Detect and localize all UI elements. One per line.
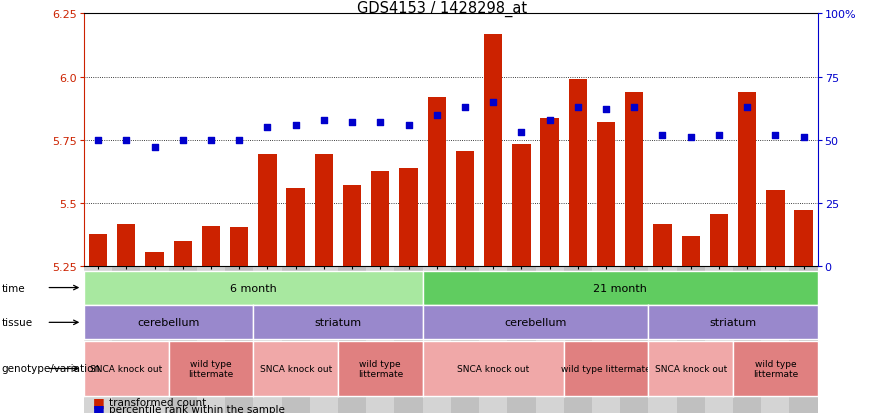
Text: cerebellum: cerebellum bbox=[137, 318, 200, 328]
Point bbox=[514, 130, 529, 136]
Bar bbox=[400, 168, 417, 266]
Point bbox=[373, 119, 387, 126]
Text: time: time bbox=[2, 283, 26, 293]
Bar bbox=[766, 191, 784, 266]
Point bbox=[232, 137, 247, 144]
Text: percentile rank within the sample: percentile rank within the sample bbox=[109, 404, 285, 413]
Point bbox=[176, 137, 190, 144]
Bar bbox=[118, 225, 135, 266]
Text: striatum: striatum bbox=[315, 318, 362, 328]
Bar bbox=[89, 235, 107, 266]
Point bbox=[204, 137, 218, 144]
Bar bbox=[484, 35, 502, 266]
Point bbox=[148, 145, 162, 151]
Text: tissue: tissue bbox=[2, 318, 33, 328]
Point bbox=[430, 112, 444, 119]
Point bbox=[288, 122, 302, 128]
Bar bbox=[682, 236, 700, 266]
Bar bbox=[315, 154, 333, 266]
Bar bbox=[540, 119, 559, 266]
Text: cerebellum: cerebellum bbox=[504, 318, 567, 328]
Point bbox=[91, 137, 105, 144]
Text: transformed count: transformed count bbox=[109, 397, 206, 407]
Point bbox=[655, 132, 669, 139]
Bar bbox=[428, 97, 446, 266]
Bar bbox=[795, 211, 812, 266]
Point bbox=[543, 117, 557, 123]
Text: wild type littermate: wild type littermate bbox=[561, 364, 651, 373]
Point bbox=[119, 137, 133, 144]
Point bbox=[571, 104, 585, 111]
Bar bbox=[258, 154, 277, 266]
Bar bbox=[230, 227, 248, 266]
Bar bbox=[286, 188, 305, 266]
Bar bbox=[597, 123, 615, 266]
Bar bbox=[343, 186, 362, 266]
Point bbox=[401, 122, 415, 128]
Point bbox=[628, 104, 642, 111]
Point bbox=[345, 119, 359, 126]
Text: SNCA knock out: SNCA knock out bbox=[260, 364, 332, 373]
Text: 6 month: 6 month bbox=[230, 283, 277, 293]
Bar bbox=[456, 152, 474, 266]
Bar bbox=[568, 80, 587, 266]
Bar bbox=[710, 215, 728, 266]
Text: wild type
littermate: wild type littermate bbox=[753, 359, 798, 378]
Bar bbox=[512, 144, 530, 266]
Point bbox=[683, 135, 697, 141]
Text: ■: ■ bbox=[93, 395, 104, 408]
Bar bbox=[653, 225, 672, 266]
Text: SNCA knock out: SNCA knock out bbox=[90, 364, 163, 373]
Bar bbox=[202, 226, 220, 266]
Point bbox=[316, 117, 331, 123]
Point bbox=[486, 99, 500, 106]
Text: striatum: striatum bbox=[710, 318, 757, 328]
Text: wild type
littermate: wild type littermate bbox=[358, 359, 403, 378]
Text: ■: ■ bbox=[93, 402, 104, 413]
Bar bbox=[145, 252, 164, 266]
Point bbox=[599, 107, 613, 114]
Point bbox=[458, 104, 472, 111]
Point bbox=[712, 132, 726, 139]
Bar bbox=[738, 93, 757, 266]
Point bbox=[740, 104, 754, 111]
Bar bbox=[371, 172, 390, 266]
Point bbox=[768, 132, 782, 139]
Bar bbox=[173, 241, 192, 266]
Point bbox=[796, 135, 811, 141]
Text: wild type
littermate: wild type littermate bbox=[188, 359, 233, 378]
Text: SNCA knock out: SNCA knock out bbox=[654, 364, 727, 373]
Bar bbox=[625, 93, 644, 266]
Text: SNCA knock out: SNCA knock out bbox=[457, 364, 530, 373]
Point bbox=[261, 125, 275, 131]
Text: GDS4153 / 1428298_at: GDS4153 / 1428298_at bbox=[357, 1, 527, 17]
Text: 21 month: 21 month bbox=[593, 283, 647, 293]
Text: genotype/variation: genotype/variation bbox=[2, 363, 101, 374]
